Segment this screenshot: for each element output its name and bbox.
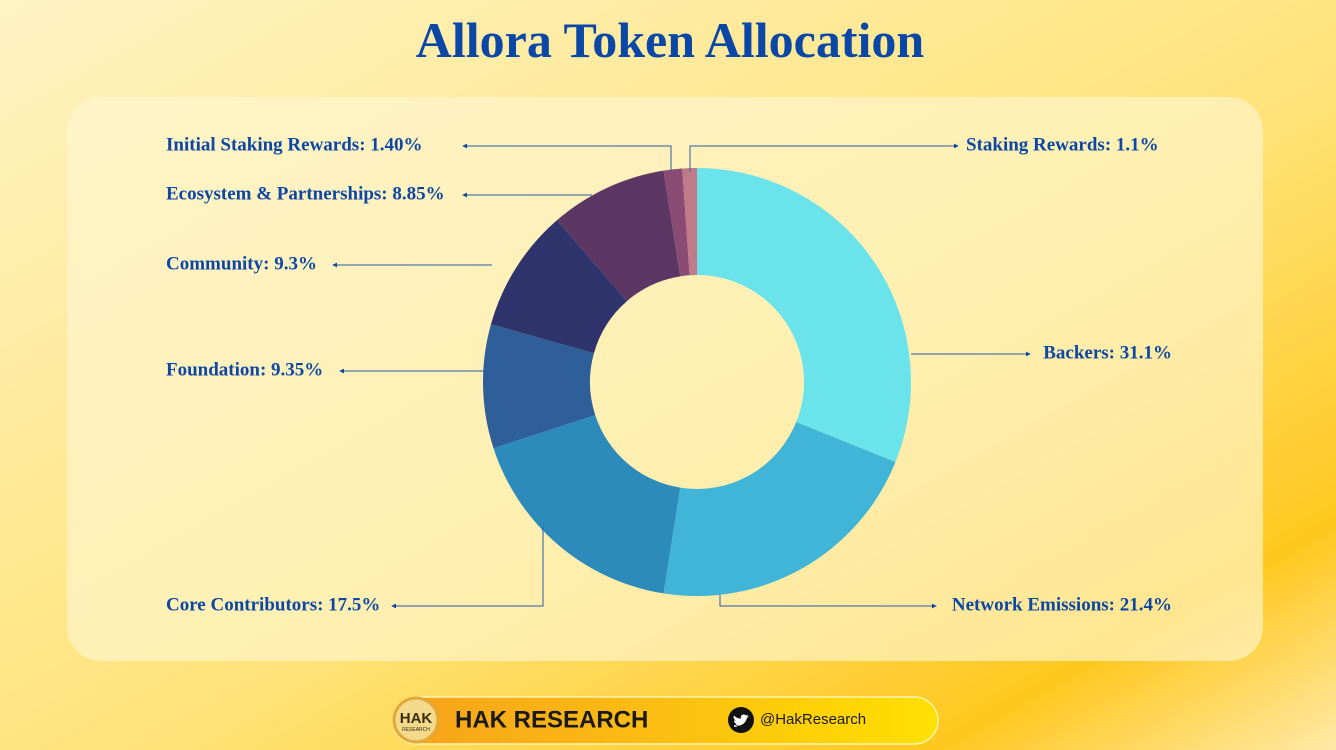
brand: HAK RESEARCH — [455, 706, 648, 733]
slice — [663, 422, 896, 596]
leader-line — [462, 143, 672, 172]
donut — [482, 168, 911, 596]
slice-label: Backers: 31.1% — [1043, 342, 1172, 363]
slice — [490, 220, 627, 354]
slice-label: Network Emissions: 21.4% — [952, 594, 1172, 615]
slice-label: Community: 9.3% — [166, 253, 317, 274]
slice-label: Initial Staking Rewards: 1.40% — [166, 134, 423, 155]
slice-label: Core Contributors: 17.5% — [166, 594, 380, 615]
twitter-bird — [733, 714, 749, 727]
slice — [493, 415, 681, 594]
logo-text: HAK — [400, 710, 433, 727]
slice-label: Staking Rewards: 1.1% — [966, 134, 1159, 155]
slice — [663, 168, 690, 277]
leader-line — [719, 595, 937, 609]
slice — [556, 170, 681, 302]
logo-subtext: RESEARCH — [402, 727, 430, 733]
chart-title: Allora Token Allocation — [416, 12, 925, 68]
slice — [682, 168, 697, 276]
leader-line — [689, 143, 959, 172]
slice-label: Ecosystem & Partnerships: 8.85% — [166, 183, 445, 204]
slice — [482, 324, 596, 449]
footer: HAK RESEARCH HAK RESEARCH @HakResearch — [392, 696, 939, 745]
slice-label: Foundation: 9.35% — [166, 359, 323, 380]
logo-badge — [392, 696, 440, 744]
panel — [67, 97, 1263, 661]
slice — [697, 168, 911, 463]
leader-line — [391, 527, 544, 609]
handle: @HakResearch — [760, 711, 866, 728]
labels: Backers: 31.1% Network Emissions: 21.4% Co… — [166, 134, 1172, 615]
